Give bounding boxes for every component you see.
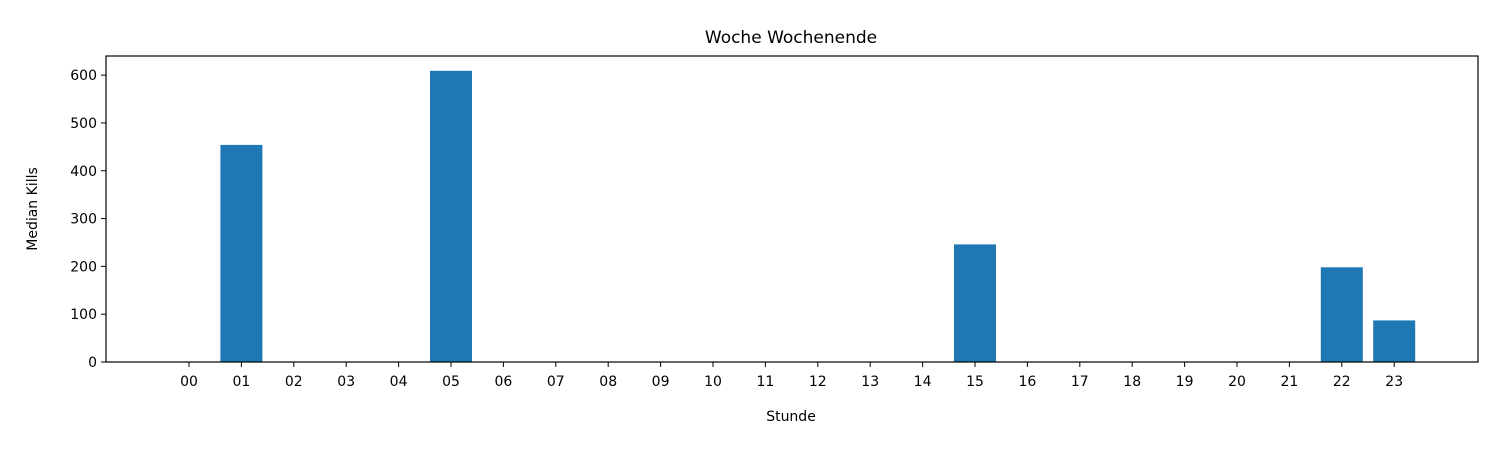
y-tick-label: 300 — [70, 212, 97, 228]
x-tick-label: 11 — [756, 374, 774, 390]
plot-frame — [105, 55, 1479, 363]
bar-05 — [430, 70, 472, 363]
x-tick-label: 06 — [494, 374, 512, 390]
bar-01 — [220, 144, 263, 362]
bar-15 — [954, 244, 996, 362]
x-tick-label: 08 — [599, 374, 617, 390]
x-tick-label: 03 — [337, 374, 355, 390]
y-tick-label: 200 — [70, 259, 97, 275]
x-tick-label: 12 — [809, 374, 827, 390]
x-tick-label: 17 — [1071, 374, 1089, 390]
x-tick-label: 15 — [966, 374, 984, 390]
x-axis-label: Stunde — [766, 409, 816, 425]
x-axis: 00 01 02 03 04 05 06 07 08 09 10 11 12 13 14 15 16 17 18 19… — [180, 362, 1403, 390]
y-axis: 0 100 200 300 400 500 600 — [70, 68, 106, 371]
x-tick-label: 18 — [1123, 374, 1141, 390]
x-tick-label: 14 — [914, 374, 932, 390]
x-tick-label: 16 — [1018, 374, 1036, 390]
x-tick-label: 23 — [1385, 374, 1403, 390]
x-tick-label: 09 — [652, 374, 670, 390]
x-tick-label: 00 — [180, 374, 198, 390]
y-tick-label: 0 — [88, 355, 97, 371]
chart-title: Woche Wochenende — [705, 28, 877, 48]
y-tick-label: 600 — [70, 68, 97, 84]
x-tick-label: 02 — [285, 374, 303, 390]
y-tick-label: 100 — [70, 307, 97, 323]
x-tick-label: 05 — [442, 374, 460, 390]
x-tick-label: 19 — [1176, 374, 1194, 390]
bar-23 — [1373, 320, 1416, 362]
y-tick-label: 400 — [70, 164, 97, 180]
y-tick-label: 500 — [70, 116, 97, 132]
y-axis-label: Median Kills — [25, 167, 41, 251]
bar-22 — [1320, 267, 1363, 362]
x-tick-label: 20 — [1228, 374, 1246, 390]
x-tick-label: 13 — [861, 374, 879, 390]
x-tick-label: 10 — [704, 374, 722, 390]
x-tick-label: 01 — [232, 374, 250, 390]
bars-group — [220, 70, 1416, 363]
x-tick-label: 21 — [1280, 374, 1298, 390]
x-tick-label: 07 — [547, 374, 565, 390]
x-tick-label: 22 — [1333, 374, 1351, 390]
x-tick-label: 04 — [390, 374, 408, 390]
